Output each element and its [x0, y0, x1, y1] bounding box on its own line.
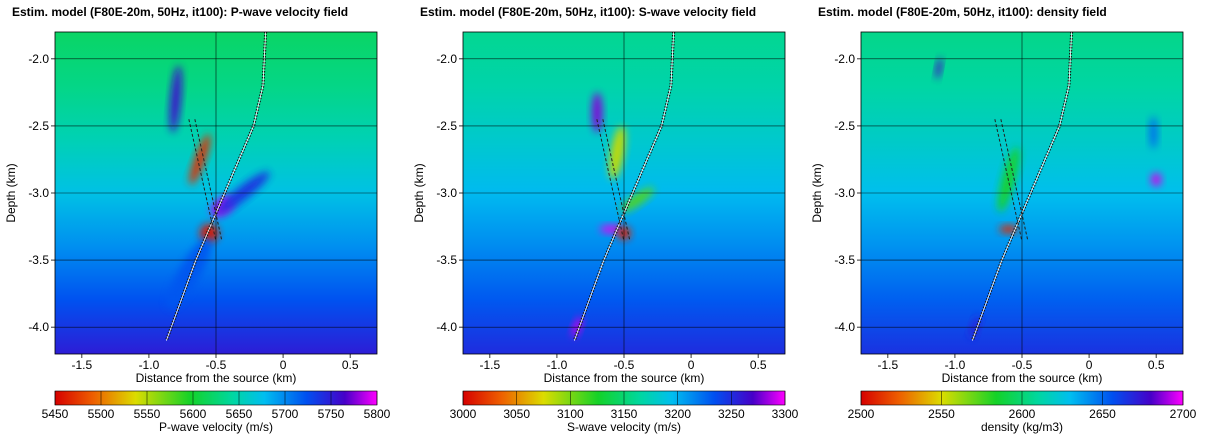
s-wave-chart: -1.5 -1.0 -0.5 0 0.5 -2.0 -2.5 -3.0 -3.5 -4.0 Dist…	[412, 31, 799, 434]
panel-p-wave: Estim. model (F80E-20m, 50Hz, it100): P-…	[0, 0, 402, 437]
x-tick-label: 0	[280, 358, 287, 372]
heatmap-anomaly	[189, 134, 211, 185]
colorbar-tick-label: 5800	[364, 407, 391, 421]
y-tick-label: -2.0	[28, 52, 49, 66]
colorbar-label: S-wave velocity (m/s)	[567, 420, 681, 434]
x-tick-label: -0.5	[206, 358, 227, 372]
x-axis-label: Distance from the source (km)	[942, 371, 1103, 385]
colorbar-tick-label: 5600	[180, 407, 207, 421]
panel-title: Estim. model (F80E-20m, 50Hz, it100): de…	[818, 5, 1107, 19]
y-tick-label: -3.5	[834, 253, 855, 267]
target-zone-edge	[1000, 119, 1029, 241]
x-tick-label: -1.5	[71, 358, 92, 372]
target-zone-edge	[596, 119, 625, 241]
y-tick-label: -3.5	[28, 253, 49, 267]
panel-density: Estim. model (F80E-20m, 50Hz, it100): de…	[806, 0, 1208, 437]
colorbar-label: density (kg/m3)	[981, 420, 1063, 434]
colorbar-tick-label: 5650	[226, 407, 253, 421]
target-zone-edge	[602, 119, 631, 241]
x-tick-label: -1.0	[547, 358, 568, 372]
panel-title: Estim. model (F80E-20m, 50Hz, it100): S-…	[420, 5, 757, 19]
y-tick-label: -2.0	[834, 52, 855, 66]
heatmap-anomaly	[1149, 116, 1158, 149]
target-zone-edge	[994, 119, 1023, 241]
target-zone-edge	[194, 119, 223, 241]
heatmap-anomaly	[591, 92, 603, 133]
heatmap-anomaly	[169, 65, 182, 133]
y-tick-label: -3.0	[28, 186, 49, 200]
x-tick-label: 0	[688, 358, 695, 372]
y-axis-label: Depth (km)	[412, 163, 426, 222]
y-tick-label: -3.0	[436, 186, 457, 200]
y-tick-label: -2.5	[28, 119, 49, 133]
y-tick-label: -4.0	[834, 320, 855, 334]
colorbar-tick-label: 3050	[503, 407, 530, 421]
x-tick-label: 0	[1086, 358, 1093, 372]
panel-title: Estim. model (F80E-20m, 50Hz, it100): P-…	[12, 5, 349, 19]
colorbar-tick-label: 3300	[772, 407, 799, 421]
colorbar	[54, 390, 378, 406]
target-zone-edge	[188, 119, 217, 241]
colorbar-tick-label: 3250	[718, 407, 745, 421]
colorbar-tick-label: 2550	[928, 407, 955, 421]
colorbar-tick-label: 5750	[318, 407, 345, 421]
heatmap-anomaly	[620, 187, 655, 213]
x-tick-label: 0.5	[342, 358, 359, 372]
colorbar-label: P-wave velocity (m/s)	[159, 420, 273, 434]
colorbar-tick-label: 5500	[88, 407, 115, 421]
x-tick-label: -1.0	[139, 358, 160, 372]
x-tick-label: -1.5	[877, 358, 898, 372]
colorbar-tick-label: 3100	[557, 407, 584, 421]
y-tick-label: -2.0	[436, 52, 457, 66]
y-axis-label: Depth (km)	[4, 163, 18, 222]
x-tick-label: 0.5	[1148, 358, 1165, 372]
colorbar-tick-label: 5450	[42, 407, 69, 421]
y-tick-label: -2.5	[436, 119, 457, 133]
colorbar-tick-label: 2650	[1089, 407, 1116, 421]
p-wave-chart: -1.5 -1.0 -0.5 0 0.5 -2.0 -2.5 -3.0 -3.5 -4.0 Dist…	[4, 31, 391, 434]
x-tick-label: -1.5	[479, 358, 500, 372]
colorbar-tick-label: 2500	[848, 407, 875, 421]
heatmap-anomaly	[166, 238, 212, 309]
colorbar-tick-label: 5700	[272, 407, 299, 421]
y-tick-label: -3.5	[436, 253, 457, 267]
density-chart: -1.5 -1.0 -0.5 0 0.5 -2.0 -2.5 -3.0 -3.5 -4.0 Dist…	[810, 31, 1197, 434]
x-tick-label: 0.5	[750, 358, 767, 372]
y-tick-label: -3.0	[834, 186, 855, 200]
panel-s-wave: Estim. model (F80E-20m, 50Hz, it100): S-…	[408, 0, 810, 437]
y-tick-label: -2.5	[834, 119, 855, 133]
y-axis-label: Depth (km)	[810, 163, 824, 222]
y-tick-label: -4.0	[28, 320, 49, 334]
colorbar-tick-label: 3200	[664, 407, 691, 421]
x-tick-label: -0.5	[1012, 358, 1033, 372]
colorbar-tick-label: 3150	[611, 407, 638, 421]
x-axis-label: Distance from the source (km)	[136, 371, 297, 385]
heatmap-anomaly	[1150, 172, 1162, 187]
colorbar-tick-label: 2600	[1009, 407, 1036, 421]
x-axis-label: Distance from the source (km)	[544, 371, 705, 385]
heatmap-anomaly	[935, 57, 943, 79]
colorbar-tick-label: 2700	[1170, 407, 1197, 421]
x-tick-label: -0.5	[614, 358, 635, 372]
colorbar-tick-label: 3000	[450, 407, 477, 421]
y-tick-label: -4.0	[436, 320, 457, 334]
colorbar-tick-label: 5550	[134, 407, 161, 421]
x-tick-label: -1.0	[945, 358, 966, 372]
